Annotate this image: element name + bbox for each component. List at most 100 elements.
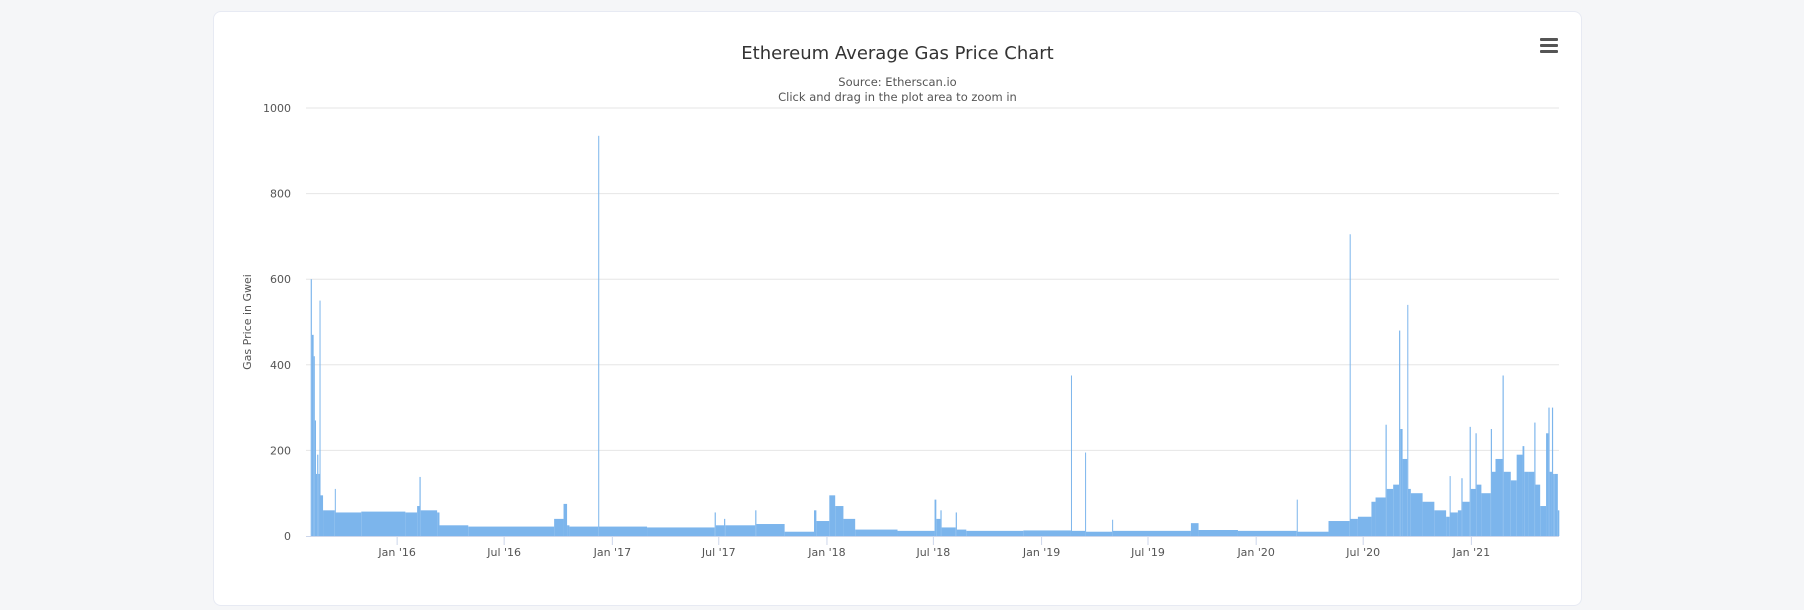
data-bar bbox=[647, 527, 715, 536]
data-bar bbox=[1476, 484, 1482, 536]
data-bar bbox=[1475, 433, 1477, 536]
data-bar bbox=[1112, 530, 1191, 536]
data-bar bbox=[1085, 531, 1113, 536]
data-bar bbox=[1407, 488, 1411, 536]
data-bar bbox=[955, 512, 957, 536]
data-bar bbox=[1470, 488, 1476, 536]
data-bar bbox=[1393, 484, 1400, 536]
x-tick-label: Jan '16 bbox=[377, 546, 415, 559]
data-bar bbox=[1350, 518, 1358, 536]
x-tick-label: Jul '19 bbox=[1130, 546, 1165, 559]
data-bar bbox=[1237, 530, 1297, 536]
chart-card: Ethereum Average Gas Price Chart Source:… bbox=[213, 11, 1582, 606]
data-bar bbox=[724, 518, 726, 536]
data-bar bbox=[1190, 523, 1199, 536]
data-bar bbox=[1385, 424, 1387, 536]
x-tick-label: Jan '21 bbox=[1452, 546, 1490, 559]
chart-subtitle-hint: Click and drag in the plot area to zoom … bbox=[778, 90, 1017, 104]
x-tick-label: Jan '20 bbox=[1236, 546, 1274, 559]
data-bar bbox=[855, 529, 898, 536]
data-bar bbox=[1551, 407, 1554, 536]
data-bar bbox=[405, 512, 418, 536]
data-bar bbox=[1357, 516, 1372, 536]
data-bar bbox=[934, 499, 937, 536]
data-bar bbox=[1481, 493, 1491, 536]
y-tick-label: 0 bbox=[284, 530, 291, 543]
x-tick-label: Jul '17 bbox=[701, 546, 736, 559]
data-bar bbox=[313, 356, 315, 536]
data-bar bbox=[715, 525, 725, 536]
data-bar bbox=[1490, 429, 1492, 536]
data-bar bbox=[1522, 446, 1525, 536]
data-bar bbox=[940, 510, 942, 536]
data-bar bbox=[725, 525, 756, 536]
data-bar bbox=[1502, 375, 1504, 536]
data-bar bbox=[563, 503, 568, 536]
data-bar bbox=[755, 510, 757, 536]
data-bar bbox=[936, 518, 941, 536]
data-bar bbox=[1023, 530, 1071, 536]
data-bar bbox=[1198, 530, 1238, 536]
data-bar bbox=[1557, 510, 1560, 536]
data-bar bbox=[1407, 304, 1409, 536]
data-bar bbox=[1495, 458, 1503, 536]
data-bar bbox=[1410, 493, 1423, 536]
data-bar bbox=[1549, 471, 1552, 536]
data-bar bbox=[784, 531, 815, 536]
data-bar bbox=[714, 512, 716, 536]
data-bar bbox=[966, 530, 1024, 536]
data-bar bbox=[317, 454, 319, 536]
data-bar bbox=[567, 525, 570, 536]
data-bar bbox=[1386, 488, 1394, 536]
data-bar bbox=[1371, 501, 1376, 536]
data-bar bbox=[829, 495, 836, 536]
data-bar bbox=[420, 510, 438, 536]
data-bar bbox=[310, 279, 312, 536]
data-bar bbox=[1462, 501, 1470, 536]
data-bar bbox=[1457, 510, 1462, 536]
y-tick-label: 200 bbox=[270, 444, 291, 457]
data-bar bbox=[569, 526, 599, 536]
data-bar bbox=[835, 506, 844, 536]
data-bar bbox=[816, 521, 830, 536]
data-bar bbox=[1528, 471, 1535, 536]
data-bar bbox=[439, 525, 469, 536]
data-bar bbox=[1516, 454, 1523, 536]
data-bar bbox=[315, 473, 318, 536]
data-bar bbox=[1553, 473, 1555, 536]
data-bar bbox=[468, 526, 555, 536]
data-bar bbox=[1297, 531, 1329, 536]
data-bar bbox=[1402, 458, 1408, 536]
data-bar bbox=[1399, 330, 1401, 536]
data-bar bbox=[1296, 499, 1298, 536]
x-tick-label: Jul '16 bbox=[486, 546, 521, 559]
y-tick-label: 400 bbox=[270, 359, 291, 372]
x-tick-label: Jan '17 bbox=[593, 546, 631, 559]
hamburger-menu-icon[interactable] bbox=[1540, 38, 1558, 53]
data-bar bbox=[1491, 471, 1496, 536]
chart-subtitle-source: Source: Etherscan.io bbox=[838, 75, 957, 89]
data-bar bbox=[417, 506, 420, 536]
y-tick-label: 1000 bbox=[263, 102, 291, 115]
data-bar bbox=[1071, 530, 1086, 536]
y-tick-label: 600 bbox=[270, 273, 291, 286]
data-bar bbox=[814, 510, 817, 536]
data-bar bbox=[419, 476, 421, 536]
data-bar bbox=[956, 529, 967, 536]
data-bar bbox=[311, 334, 314, 536]
data-bar bbox=[1085, 452, 1087, 536]
data-bar bbox=[1534, 422, 1536, 536]
y-axis-title: Gas Price in Gwei bbox=[241, 274, 254, 370]
data-bar bbox=[1503, 471, 1511, 536]
data-bar bbox=[1469, 426, 1471, 536]
data-bar bbox=[554, 518, 564, 536]
data-bar bbox=[320, 495, 324, 536]
data-bar bbox=[314, 420, 316, 536]
data-bar bbox=[1510, 480, 1517, 536]
data-bar bbox=[598, 526, 648, 536]
data-bar bbox=[1434, 510, 1447, 536]
data-bar bbox=[1449, 476, 1451, 536]
data-bar bbox=[1375, 497, 1386, 536]
data-bar bbox=[1450, 512, 1458, 536]
